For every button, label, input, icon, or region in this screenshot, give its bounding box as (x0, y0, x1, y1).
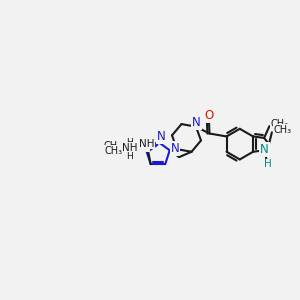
Text: H: H (264, 159, 272, 170)
Text: CH₃: CH₃ (271, 119, 289, 129)
Text: N: N (192, 116, 201, 129)
Text: NH: NH (139, 139, 154, 148)
Text: NH: NH (122, 143, 138, 153)
Text: CH₃: CH₃ (105, 146, 123, 156)
Text: CH₃: CH₃ (273, 125, 292, 135)
Text: O: O (204, 109, 214, 122)
Text: H: H (126, 137, 133, 146)
Text: N: N (157, 130, 166, 143)
Text: N: N (171, 142, 179, 155)
Text: N: N (260, 143, 269, 156)
Text: CH₃: CH₃ (103, 141, 122, 151)
Text: H: H (126, 152, 133, 161)
Text: N: N (140, 139, 149, 152)
